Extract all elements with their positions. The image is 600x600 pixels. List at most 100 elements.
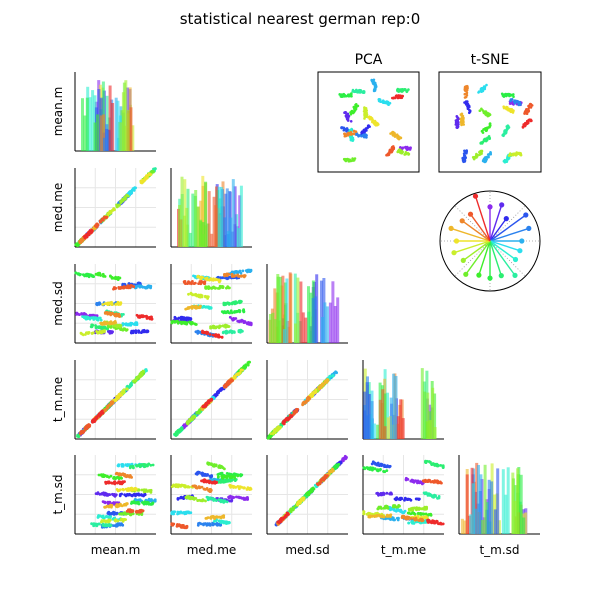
histogram-series: [178, 176, 189, 247]
scatter-point: [81, 315, 84, 318]
scatter-cluster: [121, 321, 139, 327]
scatter-point: [203, 405, 206, 409]
histogram-bar: [372, 423, 376, 439]
scatter-cluster: [173, 426, 184, 437]
scatter-point: [85, 331, 88, 335]
scatter-point: [314, 388, 318, 392]
scatter-point: [90, 522, 93, 526]
scatter-point: [106, 480, 110, 484]
scatter-panel: [74, 168, 156, 248]
histogram-bar: [124, 80, 128, 151]
scatter-point: [187, 510, 191, 514]
scatter-point: [122, 327, 126, 330]
scatter-point: [88, 273, 92, 276]
scatter-cluster: [187, 291, 210, 300]
scatter-point: [122, 197, 126, 201]
scatter-point: [192, 282, 196, 285]
scatter-cluster: [204, 284, 231, 290]
scatter-point: [124, 323, 128, 327]
histogram-series: [370, 390, 376, 439]
histogram-bar: [204, 181, 208, 247]
scatter-point: [235, 300, 238, 304]
scatter-point: [119, 328, 123, 331]
scatter-point: [176, 497, 180, 500]
scatter-point: [109, 211, 113, 215]
scatter-point: [139, 464, 143, 468]
scatter-point: [107, 493, 110, 496]
scatter-point: [117, 522, 121, 526]
scatter-point: [112, 501, 116, 504]
scatter-point: [207, 306, 211, 310]
scatter-point: [179, 320, 183, 324]
scatter-point: [74, 271, 78, 275]
scatter-point: [121, 481, 125, 484]
scatter-point: [107, 524, 110, 527]
scatter-cluster: [78, 234, 89, 245]
scatter-point: [241, 269, 245, 273]
scatter-point: [143, 465, 147, 468]
scatter-point: [144, 368, 148, 371]
scatter-cluster: [91, 409, 105, 424]
scatter-cluster: [82, 228, 94, 240]
scatter-point: [128, 474, 132, 477]
scatter-point: [118, 504, 122, 507]
scatter-point: [230, 302, 234, 306]
scatter-point: [110, 311, 114, 315]
scatter-panel: [266, 360, 348, 440]
scatter-point: [123, 518, 126, 521]
histogram-bar: [185, 207, 189, 247]
scatter-point: [117, 463, 121, 466]
scatter-point: [177, 511, 181, 514]
histogram-bar: [433, 427, 437, 439]
histogram-bar: [126, 109, 130, 151]
scatter-panel: [170, 455, 252, 535]
scatter-point: [325, 380, 328, 384]
scatter-cluster: [132, 369, 146, 383]
scatter-point: [129, 321, 133, 325]
scatter-point: [187, 281, 190, 284]
scatter-point: [90, 331, 94, 335]
histogram-bar: [285, 278, 289, 343]
scatter-point: [97, 316, 100, 320]
scatter-point: [193, 322, 197, 326]
scatter-point: [209, 475, 213, 478]
scatter-point: [241, 368, 245, 372]
scatter-point: [102, 523, 105, 527]
scatter-point: [124, 494, 128, 497]
scatter-point: [196, 274, 200, 278]
scatter-point: [112, 477, 116, 480]
scatter-point: [125, 509, 129, 513]
scatter-point: [282, 420, 285, 424]
histogram-bar: [336, 297, 340, 343]
scatter-cluster: [228, 315, 253, 327]
scatter-point: [209, 398, 213, 401]
histogram-bar: [85, 97, 89, 151]
scatter-point: [92, 313, 95, 317]
scatter-point: [152, 167, 156, 171]
scatter-cluster: [99, 320, 117, 326]
scatter-point: [204, 286, 208, 290]
scatter-point: [240, 300, 243, 303]
scatter-point: [137, 502, 141, 506]
scatter-point: [81, 333, 85, 337]
panel-frame: [438, 71, 542, 173]
scatter-point: [116, 276, 120, 279]
scatter-point: [228, 311, 232, 315]
histogram-series: [299, 281, 308, 343]
scatter-panel: [74, 360, 156, 440]
histogram-series: [217, 186, 223, 247]
scatter-point: [149, 490, 153, 493]
scatter-point: [87, 332, 90, 335]
scatter-point: [230, 331, 234, 335]
scatter-point: [80, 429, 84, 433]
scatter-point: [101, 411, 104, 415]
histogram-series: [328, 281, 340, 343]
scatter-point: [118, 494, 122, 498]
scatter-point: [114, 314, 118, 318]
scatter-point: [109, 320, 113, 323]
histogram-bar: [217, 186, 221, 247]
scatter-point: [116, 481, 119, 485]
scatter-point: [90, 229, 94, 233]
scatter-point: [109, 326, 113, 329]
scatter-point: [195, 472, 199, 476]
